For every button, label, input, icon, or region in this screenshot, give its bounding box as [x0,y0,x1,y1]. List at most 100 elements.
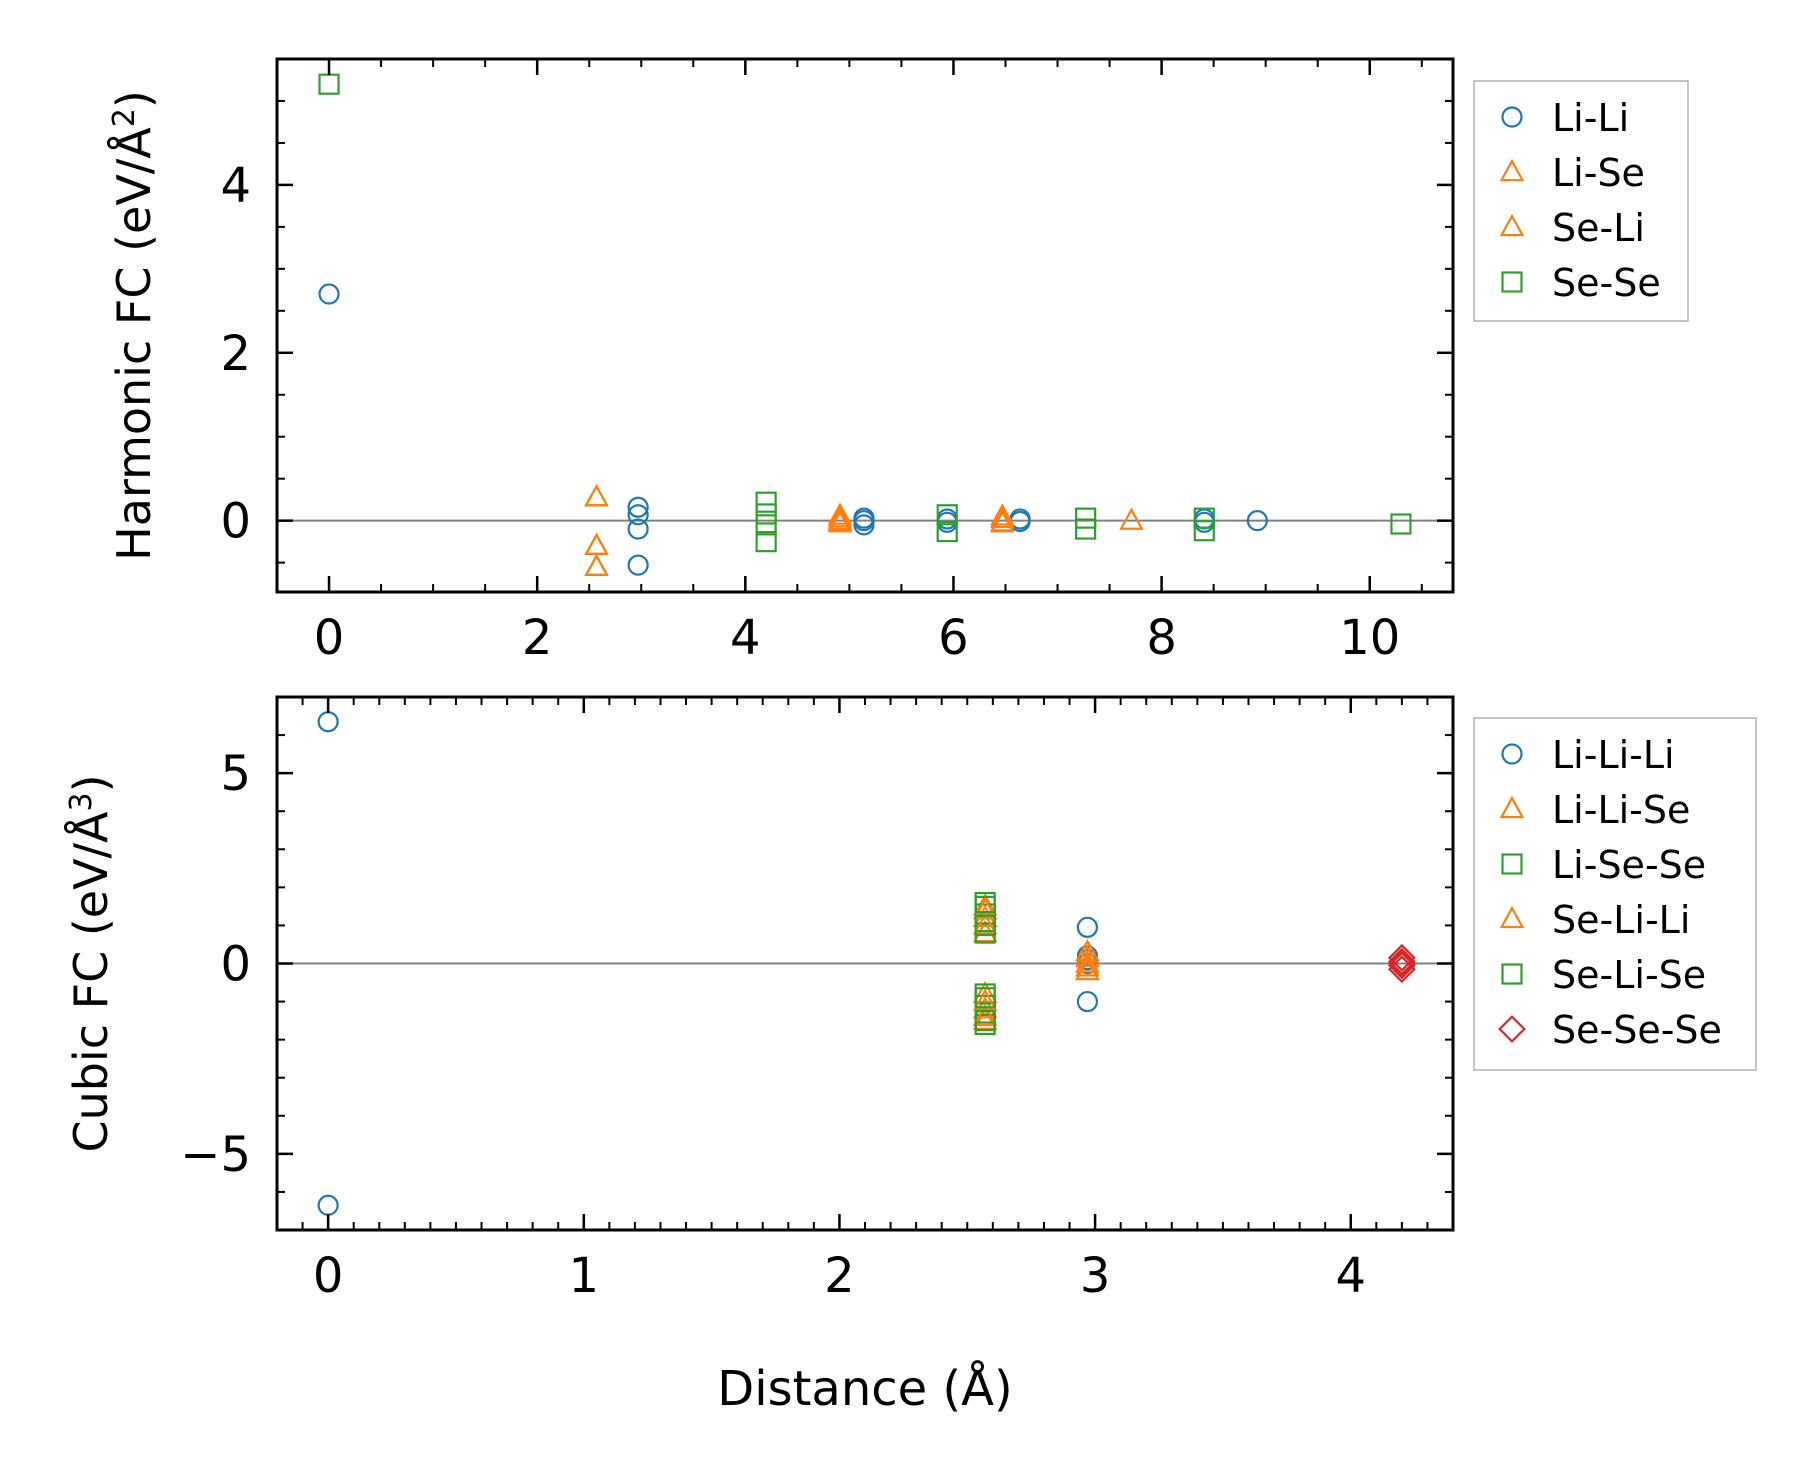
data-point [627,554,649,576]
legend-item: Se-Se-Se [1498,1008,1722,1052]
legend-item: Se-Se [1501,261,1661,305]
cubic-data-points [317,711,1416,1216]
data-point [318,283,340,305]
data-point [584,553,609,576]
data-point [827,509,853,532]
data-point [1193,520,1215,542]
series-Se-Li-Li [972,896,1100,1026]
legend-item: Li-Se [1499,151,1645,195]
data-point [936,520,958,543]
data-point [972,980,998,1004]
data-point [627,496,649,518]
legend-marker [1501,853,1523,875]
legend: Li-Li-Li Li-Li-Se Li-Se-Se Se-Li-Li Se-Li-Se… [1473,717,1757,1071]
legend-label: Se-Li-Li [1552,898,1690,942]
data-point [584,553,609,576]
data-point [584,532,609,556]
legend-marker [1499,213,1525,237]
data-point [1075,944,1100,967]
data-point [974,1010,996,1032]
data-point [972,1007,998,1030]
data-point [318,73,340,95]
y-axis-label-text: Cubic FC (eV/Å [64,811,118,1153]
x-tick-label: 4 [730,610,761,666]
data-point [1119,507,1144,530]
x-tick-label: 6 [938,610,969,666]
series-Se-Se [318,73,1412,553]
data-point [974,987,996,1009]
legend-marker [1501,743,1523,765]
legend-marker [1499,905,1525,929]
series-Se-Li-Se [974,891,996,1032]
y-axis-label-close: ) [107,90,161,108]
x-tick-label: 0 [314,610,345,666]
data-point [584,483,609,507]
y-axis-label-close: ) [64,774,118,792]
legend-marker [1501,271,1523,293]
data-point [1076,990,1099,1013]
legend-item: Li-Se-Se [1501,843,1706,887]
data-point [317,711,339,733]
y-axis-label-text: Harmonic FC (eV/Å [107,127,161,561]
legend-marker [1499,158,1525,182]
data-point [1246,510,1268,532]
data-point [1075,957,1100,981]
y-axis-label-sup: 2 [107,108,142,127]
data-point [755,503,777,525]
y-tick-label: 0 [220,494,251,550]
y-axis-label: Cubic FC (eV/Å3) [64,774,118,1152]
data-point [1387,951,1416,980]
data-point [1075,507,1097,529]
legend-box [1473,80,1689,322]
data-point [974,914,996,937]
series-Li-Li [318,283,1268,576]
data-point [974,891,996,914]
cubic-fc-panel: 0 1 2 3 4−505 Cubic FC (eV/Å3) Distance (Å) … [64,695,1757,1417]
data-point [972,988,998,1011]
harmonic-data-points [318,73,1412,576]
x-tick-label: 2 [522,610,553,666]
y-axis-label: Harmonic FC (eV/Å2) [107,90,161,561]
data-point [1387,943,1416,972]
x-axis-label: Distance (Å) [717,1360,1012,1417]
data-point [584,483,609,507]
legend-marker [1501,963,1523,985]
x-tick-label: 1 [569,1248,600,1304]
axis-ticks: 0 1 2 3 4 −5 0 5 [180,696,1454,1304]
legend-item: Se-Li [1499,206,1645,250]
data-point [990,505,1015,529]
data-point [990,509,1015,533]
data-point [627,518,649,540]
legend-label: Se-Se [1552,261,1661,305]
axis-ticks: 0 2 4 6 8 10 0 2 4 [220,58,1453,666]
x-tick-label: 3 [1080,1248,1111,1304]
data-point [972,912,998,935]
data-point [317,1194,339,1216]
data-point [972,1003,998,1026]
y-tick-label: 5 [220,746,251,802]
x-tick-label: 0 [313,1248,344,1304]
data-point [1076,916,1099,938]
data-point [755,514,777,536]
data-point [853,514,875,536]
data-point [755,491,777,513]
plot-frame [275,57,1455,594]
legend-label: Li-Se-Se [1552,843,1706,887]
x-tick-label: 4 [1335,1248,1366,1304]
data-point [1387,955,1416,984]
legend-label: Li-Li-Li [1552,733,1675,777]
legend-item: Se-Li-Li [1499,898,1690,942]
legend-label: Li-Li-Se [1552,788,1690,832]
data-point [990,503,1015,526]
legend-label: Se-Li [1552,206,1645,250]
data-point [755,531,777,553]
data-point [1387,949,1416,978]
y-tick-label: 2 [220,326,251,382]
data-point [1390,513,1412,535]
legend-box [1473,717,1757,1071]
data-point [827,502,853,525]
series-Se-Li [584,483,1015,576]
x-tick-label: 2 [824,1248,855,1304]
